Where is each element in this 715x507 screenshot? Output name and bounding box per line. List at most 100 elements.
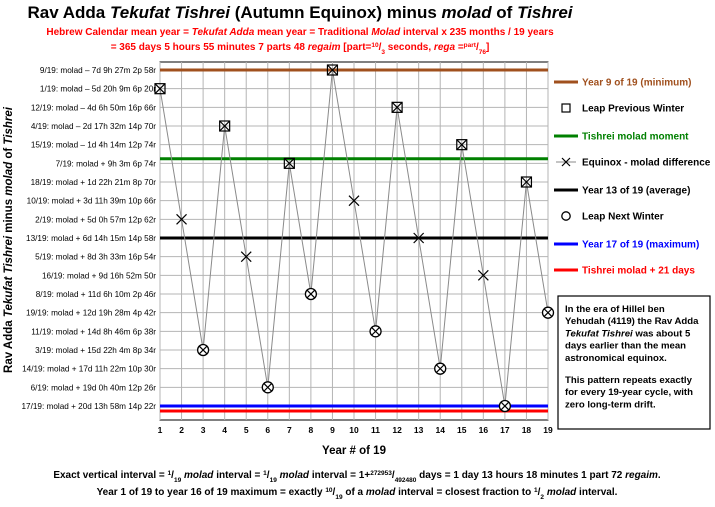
footer-part: interval. (576, 487, 617, 498)
x-tick-label: 19 (543, 425, 553, 435)
footer-part: 1 (263, 470, 267, 477)
legend-label: Year 9 of 19 (minimum) (582, 78, 691, 89)
legend-x-icon (561, 157, 571, 167)
note-part: In the era of Hillel ben (565, 304, 665, 315)
data-point (304, 287, 318, 301)
footer-part: 10 (325, 487, 333, 494)
footer-part: molad (181, 470, 214, 481)
box-marker (391, 101, 403, 113)
subtitle-part: / (379, 42, 382, 53)
legend: Year 9 of 19 (minimum) Leap Previous Wint… (554, 78, 711, 277)
footer-part: regaim (625, 470, 658, 481)
data-point (498, 399, 512, 413)
subtitle-part: [part= (341, 42, 372, 53)
subtitle-part: part (464, 42, 477, 49)
x-tick-label: 7 (287, 425, 292, 435)
footer-part: 1 (534, 487, 538, 494)
chart-subtitle-line2: = 365 days 5 hours 55 minutes 7 parts 48… (111, 42, 490, 56)
subtitle-part: mean year = Traditional (254, 27, 371, 38)
title-part: (Autumn Equinox) minus (230, 3, 442, 22)
note-line: for every 19-year cycle, with (565, 387, 693, 398)
subtitle-part: rega (434, 42, 456, 53)
footer-part: 272953 (370, 470, 392, 477)
footer-part: interval = closest fraction to (395, 487, 534, 498)
box-marker (520, 176, 533, 188)
x-stroke (456, 139, 468, 151)
x-stroke (435, 364, 445, 373)
y-tick-label: 7/19: molad + 9h 3m 6p 74r (56, 159, 157, 168)
footer-part: of a (343, 487, 366, 498)
box-marker (283, 157, 295, 169)
title-part: molad (442, 3, 493, 22)
legend-box-icon (561, 103, 571, 113)
legend-label: Leap Previous Winter (582, 104, 684, 115)
y-tick-label: 18/19: molad + 1d 22h 21m 8p 70r (31, 178, 157, 187)
footer-part: molad (277, 470, 310, 481)
box-marker (326, 64, 339, 76)
legend-label: Year 13 of 19 (average) (582, 186, 690, 197)
y-tick-label: 6/19: molad + 19d 0h 40m 12p 26r (31, 383, 157, 392)
x-stroke (219, 120, 231, 132)
x-tick-label: 16 (479, 425, 489, 435)
note-part: zero long-term drift. (565, 399, 656, 410)
legend-circle-icon (561, 211, 571, 221)
ylabel-part: minus (3, 196, 15, 236)
y-tick-label: 11/19: molad + 14d 8h 46m 6p 38r (31, 327, 156, 336)
legend-item: Leap Next Winter (561, 211, 664, 223)
data-point (261, 381, 274, 394)
legend-item: Tishrei molad + 21 days (554, 266, 695, 277)
data-points (154, 64, 555, 413)
subtitle-part: ] (486, 42, 489, 53)
y-tick-label: 5/19: molad + 8d 3h 33m 16p 54r (35, 253, 156, 262)
y-tick-label: 1/19: molad – 5d 20h 9m 6p 20r (40, 85, 156, 94)
note-line: Yehudah (4119) the Rav Adda (565, 316, 699, 327)
subtitle-part: 10 (371, 42, 379, 49)
data-point (520, 176, 533, 188)
x-tick-label: 14 (435, 425, 445, 435)
grid-lines (159, 62, 549, 420)
legend-item: Equinox - molad difference (556, 158, 711, 169)
data-point (176, 213, 187, 225)
legend-item: Year 9 of 19 (minimum) (554, 78, 691, 89)
ylabel-part: molad (3, 161, 15, 196)
note-box (557, 295, 711, 430)
footer-part: / (267, 470, 270, 481)
data-point (369, 325, 382, 338)
data-point (154, 83, 166, 95)
legend-label: Tishrei molad + 21 days (582, 266, 695, 277)
x-axis-label: Year # of 19 (322, 445, 386, 457)
box-marker (456, 139, 468, 151)
x-tick-label: 5 (244, 425, 249, 435)
box-marker (154, 83, 166, 95)
y-tick-labels: 9/19: molad – 7d 9h 27m 2p 58r 1/19: mola… (21, 66, 156, 411)
subtitle-part: 3 (381, 49, 385, 56)
legend-label: Equinox - molad difference (582, 158, 711, 169)
note-line: zero long-term drift. (565, 399, 656, 410)
title-part: Tekufat Tishrei (110, 3, 231, 22)
data-point (219, 120, 231, 132)
y-axis-label: Rav Adda Tekufat Tishrei minus molad of … (3, 106, 15, 373)
subtitle-part: / (476, 42, 479, 53)
reference-lines (160, 68, 548, 413)
data-point (477, 269, 489, 281)
note-line: This pattern repeats exactly (565, 375, 693, 386)
x-tick-label: 6 (265, 425, 270, 435)
footer-line2: Year 1 of 19 to year 16 of 19 maximum = … (97, 487, 618, 501)
x-stroke (521, 176, 532, 188)
footer-part: days = 1 day 13 hours 18 minutes 1 part … (416, 470, 625, 481)
footer-part: 19 (335, 494, 343, 501)
data-point (326, 64, 339, 76)
note-line: In the era of Hillel ben (565, 304, 665, 315)
data-point (348, 195, 360, 207)
subtitle-part: regaim (308, 42, 341, 53)
note-part: Yehudah (4119) the Rav Adda (565, 316, 699, 327)
x-stroke (198, 345, 208, 355)
x-tick-label: 18 (522, 425, 532, 435)
subtitle-part: 76 (479, 49, 487, 56)
footer-part: / (538, 487, 541, 498)
note-part: astronomical equinox. (565, 353, 667, 364)
y-tick-label: 12/19: molad – 4d 6h 50m 16p 66r (31, 103, 156, 112)
data-point (413, 232, 425, 244)
data-point (196, 343, 210, 357)
